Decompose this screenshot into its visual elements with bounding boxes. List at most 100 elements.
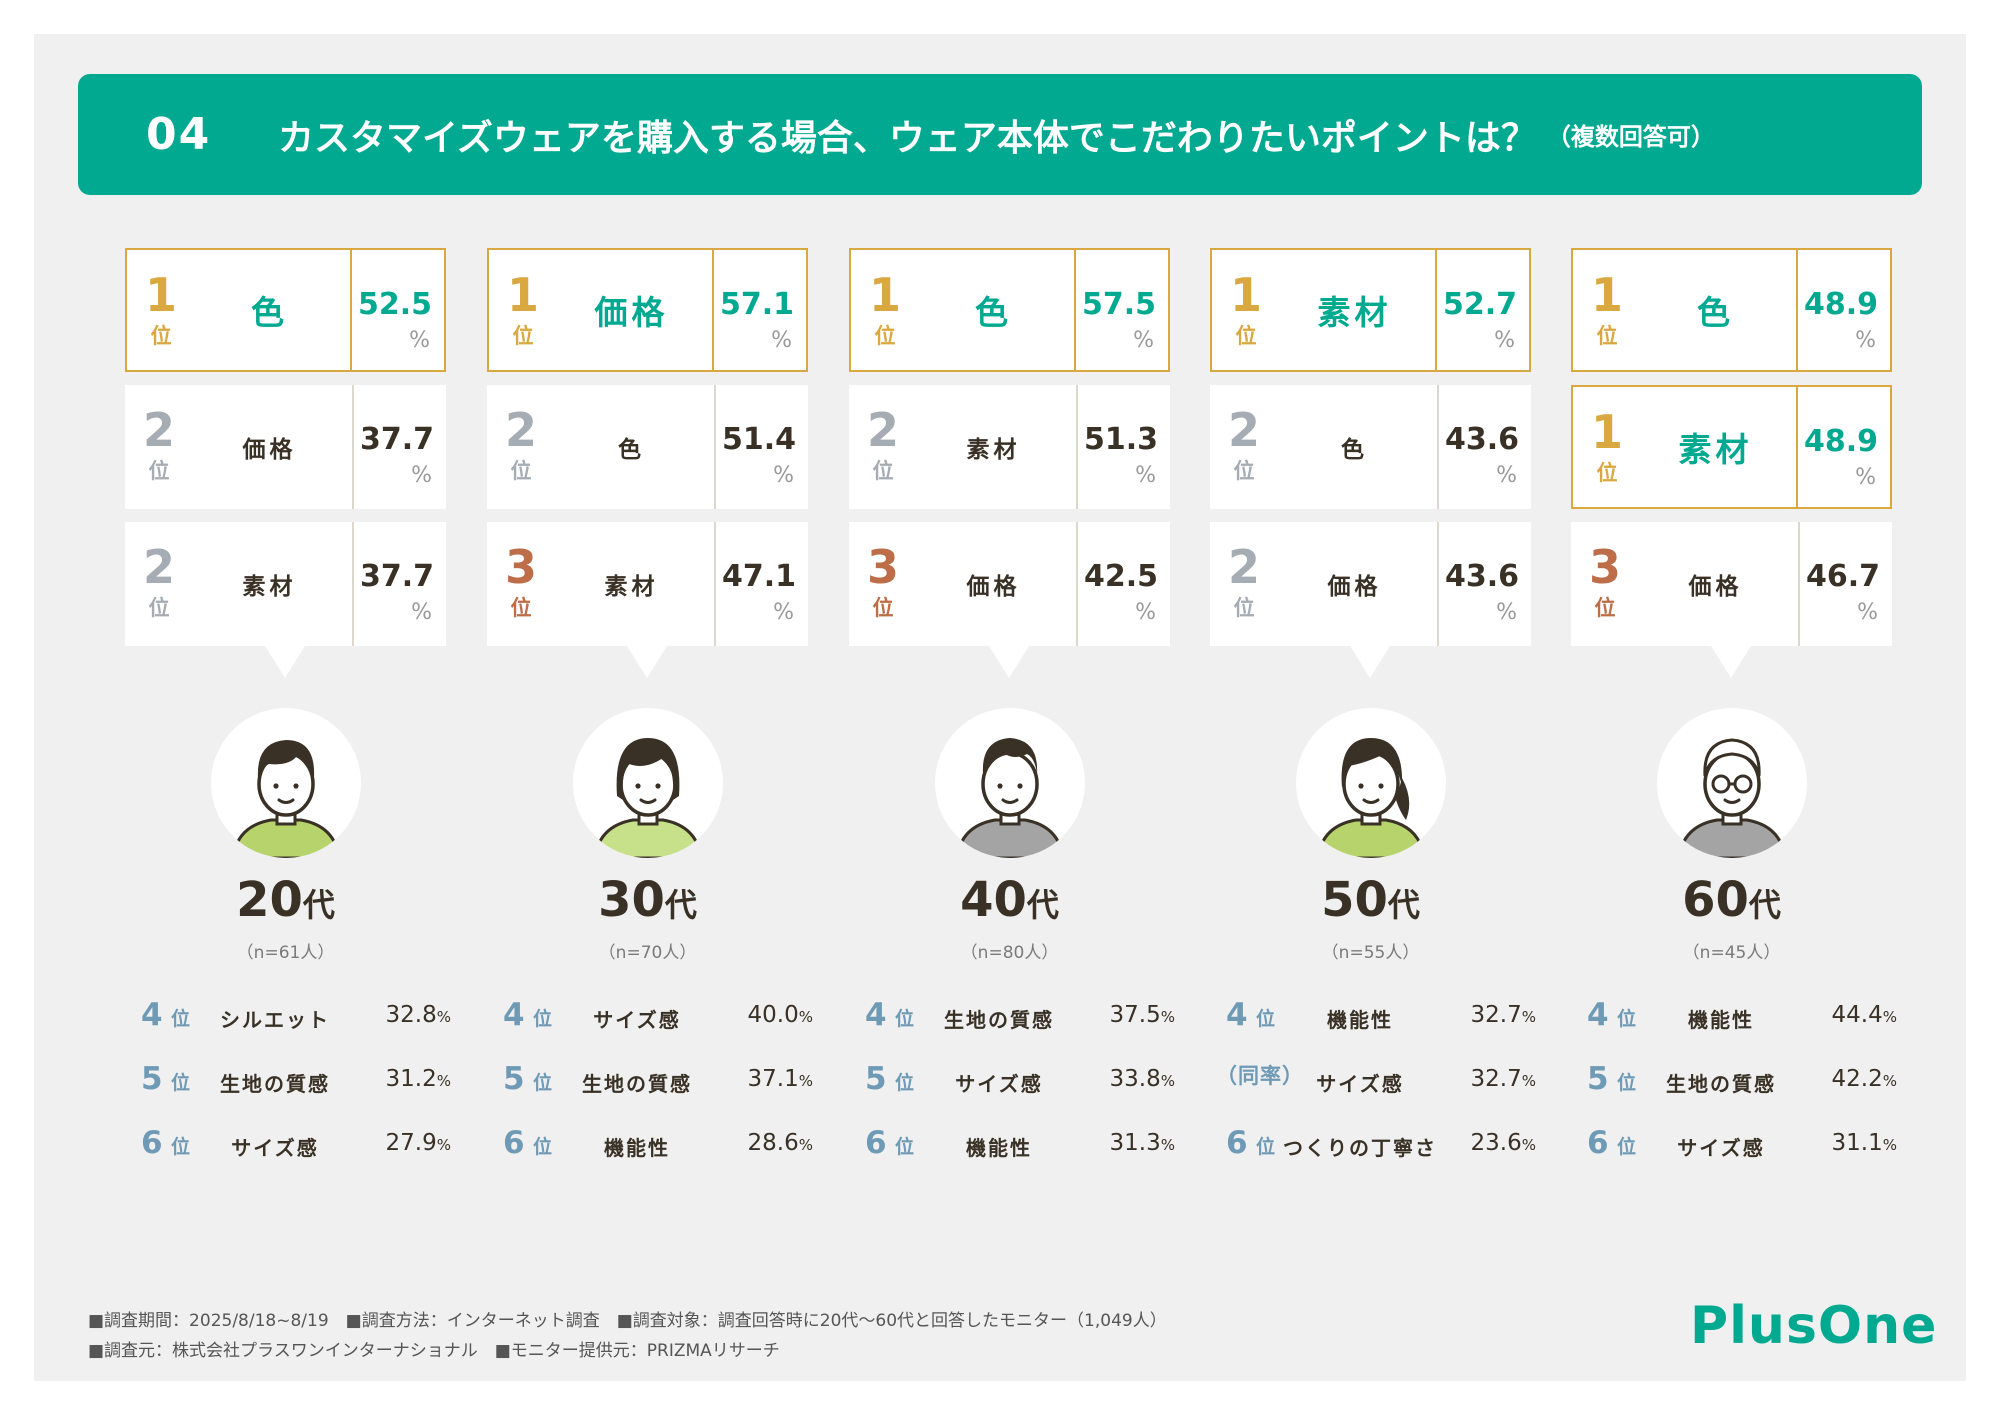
extra-percentage: 32.7%	[1471, 1066, 1536, 1092]
extra-rank-number: 4	[1226, 997, 1248, 1033]
age-group-label: 60代	[1571, 876, 1892, 924]
rank-number: 1	[1590, 405, 1623, 459]
extra-rank-number: 6	[141, 1125, 163, 1161]
extra-rank-suffix: 位	[895, 1136, 915, 1158]
age-number: 20	[236, 872, 303, 928]
ranking-box: 1 位 素材 48.9%	[1571, 385, 1892, 509]
tied-rank-label: （同率）	[1216, 1064, 1304, 1088]
ranking-item-name: 色	[618, 437, 645, 463]
box-divider	[1076, 522, 1078, 646]
age-suffix: 代	[302, 886, 335, 924]
ranking-box: 2 位 価格 37.7%	[125, 385, 446, 509]
extra-rank-number: 5	[1587, 1061, 1609, 1097]
ranking-box: 1 位 素材 52.7%	[1210, 248, 1531, 372]
extra-rank-number: 4	[503, 997, 525, 1033]
ranking-item-name: 素材	[242, 574, 297, 600]
extra-value: 31.3	[1109, 1130, 1161, 1156]
ranking-item-name: 色	[1697, 293, 1734, 332]
extra-percentage: 31.3%	[1110, 1130, 1175, 1156]
extra-value: 31.1	[1831, 1130, 1883, 1156]
extra-rank-suffix: 位	[533, 1072, 553, 1094]
ranking-percentage: 43.6	[1444, 559, 1519, 594]
extra-rank-row: 6 位 機能性 28.6%	[493, 1124, 813, 1164]
extra-item-name: 機能性	[1688, 1008, 1754, 1032]
speech-bubble-tail	[989, 646, 1029, 678]
question-title: カスタマイズウェアを購入する場合、ウェア本体でこだわりたいポイントは？	[278, 117, 1537, 159]
ranking-item-name: 価格	[594, 293, 669, 332]
rank-number: 1	[1590, 268, 1623, 322]
age-group-label: 40代	[849, 876, 1170, 924]
age-number: 40	[960, 872, 1027, 928]
rank-number: 2	[504, 403, 537, 457]
rank-number: 1	[144, 268, 177, 322]
extra-rank-suffix: 位	[533, 1008, 553, 1030]
ranking-item-name: 色	[251, 293, 288, 332]
rank-number: 2	[1227, 540, 1260, 594]
percent-unit: %	[773, 600, 794, 625]
percent-unit: %	[1160, 1072, 1175, 1090]
survey-footnote-2: ■調査元：株式会社プラスワンインターナショナル ■モニター提供元：PRIZMAリ…	[88, 1341, 780, 1361]
extra-percentage: 27.9%	[386, 1130, 451, 1156]
age-suffix: 代	[664, 886, 697, 924]
extra-item-name: つくりの丁寧さ	[1283, 1136, 1437, 1160]
extra-percentage: 28.6%	[748, 1130, 813, 1156]
extra-rank-row: 4 位 サイズ感 40.0%	[493, 996, 813, 1036]
box-divider	[714, 522, 716, 646]
percent-unit: %	[1855, 328, 1876, 353]
extra-rank-row: 5 位 生地の質感 31.2%	[131, 1060, 451, 1100]
rank-suffix: 位	[148, 596, 170, 620]
extra-value: 31.2	[385, 1066, 437, 1092]
extra-value: 27.9	[385, 1130, 437, 1156]
percent-unit: %	[1882, 1008, 1897, 1026]
age-number: 60	[1682, 872, 1749, 928]
percent-unit: %	[771, 328, 792, 353]
ranking-item-name: 色	[975, 293, 1012, 332]
age-suffix: 代	[1387, 886, 1420, 924]
box-divider	[1796, 250, 1798, 370]
percent-unit: %	[411, 600, 432, 625]
rank-number: 3	[504, 540, 537, 594]
extra-rank-row: 5 位 生地の質感 42.2%	[1577, 1060, 1897, 1100]
ranking-item-name: 価格	[242, 437, 297, 463]
percent-unit: %	[409, 328, 430, 353]
rank-suffix: 位	[510, 459, 532, 483]
ranking-item-name: 価格	[966, 574, 1021, 600]
box-divider	[1796, 387, 1798, 507]
extra-item-name: 生地の質感	[944, 1008, 1054, 1032]
percent-unit: %	[1857, 600, 1878, 625]
percent-unit: %	[1855, 465, 1876, 490]
extra-rank-number: 4	[1587, 997, 1609, 1033]
age-group-label: 20代	[125, 876, 446, 924]
extra-percentage: 31.2%	[386, 1066, 451, 1092]
extra-rank-suffix: 位	[1617, 1136, 1637, 1158]
extra-rank-number: 6	[865, 1125, 887, 1161]
percent-unit: %	[798, 1136, 813, 1154]
age-number: 50	[1321, 872, 1388, 928]
rank-suffix: 位	[150, 324, 172, 348]
extra-rank-number: 6	[503, 1125, 525, 1161]
ranking-box: 1 位 色 52.5%	[125, 248, 446, 372]
extra-item-name: 生地の質感	[582, 1072, 692, 1096]
ranking-item-name: 価格	[1688, 574, 1743, 600]
age-group-column: 1 位色 48.9% 1 位素材 48.9% 3 位価格 46.7% 60代 （n=45人） 4 位機能…	[1571, 0, 1897, 1415]
young-man-icon	[211, 708, 361, 858]
ranking-item-name: 素材	[1317, 293, 1392, 332]
rank-suffix: 位	[872, 596, 894, 620]
extra-percentage: 33.8%	[1110, 1066, 1175, 1092]
extra-percentage: 32.7%	[1471, 1002, 1536, 1028]
survey-footnote-1: ■調査期間：2025/8/18~8/19 ■調査方法：インターネット調査 ■調査…	[88, 1311, 1167, 1331]
sample-size: （n=55人）	[1321, 943, 1420, 963]
box-divider	[1437, 522, 1439, 646]
ranking-box: 1 位 色 57.5%	[849, 248, 1170, 372]
ranking-percentage: 51.3	[1083, 422, 1158, 457]
percent-unit: %	[1135, 463, 1156, 488]
extra-percentage: 23.6%	[1471, 1130, 1536, 1156]
extra-item-name: サイズ感	[231, 1136, 319, 1160]
man-icon	[935, 708, 1085, 858]
sample-size: （n=61人）	[236, 943, 335, 963]
extra-percentage: 31.1%	[1832, 1130, 1897, 1156]
ranking-box: 2 位 素材 51.3%	[849, 385, 1170, 509]
middle-aged-woman-icon	[1296, 708, 1446, 858]
percent-unit: %	[1160, 1008, 1175, 1026]
box-divider	[1437, 385, 1439, 509]
